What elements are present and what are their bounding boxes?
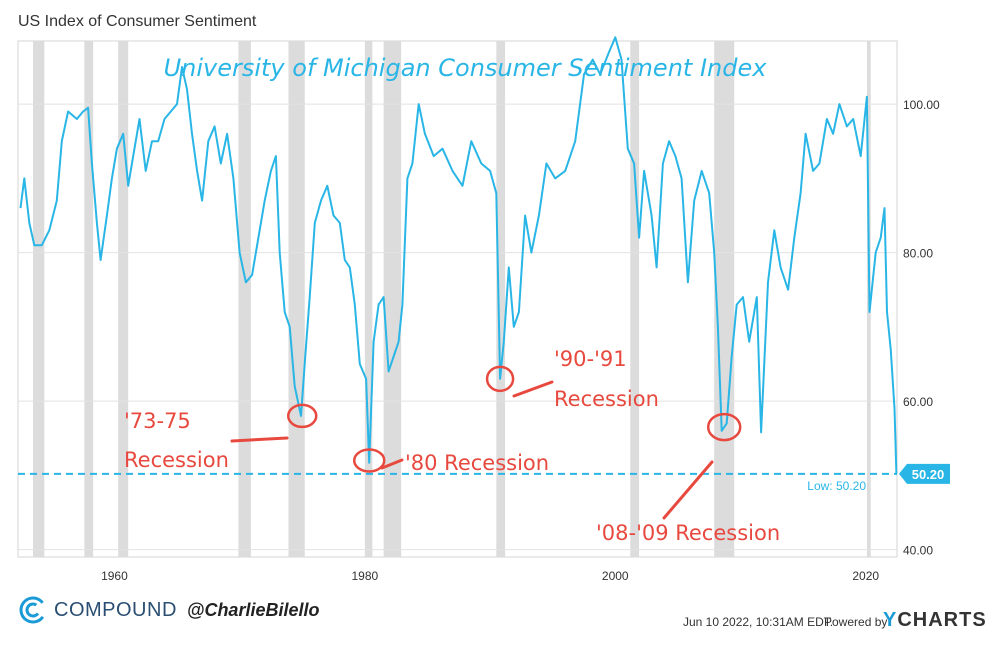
- plot-area: [17, 40, 898, 558]
- brand-handle: @CharlieBilello: [186, 599, 320, 620]
- low-line-label: Low: 50.20: [807, 479, 866, 493]
- annotation-connector: [380, 458, 404, 470]
- annotation-label: '73-75: [124, 409, 191, 433]
- recession-band: [630, 41, 640, 557]
- recession-band: [84, 41, 94, 557]
- recession-band: [238, 41, 251, 557]
- annotation-label: '08-'09 Recession: [596, 521, 780, 545]
- annotation-label-2: Recession: [124, 448, 229, 472]
- ycharts-logo: YCHARTS: [883, 609, 987, 632]
- compound-logo-icon: [19, 596, 47, 624]
- low-value-badge: [899, 463, 950, 484]
- brand-name: COMPOUND: [54, 598, 177, 621]
- annotation-label: '90-'91: [554, 347, 627, 371]
- annotation-label-2: Recession: [554, 387, 659, 411]
- annotation-connector: [230, 436, 289, 443]
- x-tick-label: 1960: [101, 569, 128, 583]
- y-tick-label: 60.00: [903, 395, 933, 409]
- chart-header-title: US Index of Consumer Sentiment: [18, 13, 257, 30]
- annotation-connector: [662, 460, 714, 520]
- y-tick-label: 40.00: [903, 544, 933, 558]
- recession-band: [714, 41, 735, 557]
- annotation-connector: [512, 380, 554, 398]
- recession-band: [364, 41, 373, 557]
- x-tick-label: 1980: [351, 569, 378, 583]
- series-line: [19, 36, 898, 474]
- y-tick-label: 100.00: [903, 98, 940, 112]
- annotation-circle: [352, 448, 386, 473]
- x-tick-label: 2000: [602, 569, 629, 583]
- recession-band: [288, 41, 305, 557]
- annotation-circle: [286, 403, 318, 429]
- ycharts-logo-text: CHARTS: [897, 609, 987, 631]
- chart-title: University of Michigan Consumer Sentimen…: [164, 54, 768, 82]
- brand-block: COMPOUND @CharlieBilello: [18, 593, 319, 627]
- recession-band: [33, 41, 45, 557]
- recession-band: [496, 41, 506, 557]
- annotation-label: '80 Recession: [405, 451, 549, 475]
- annotation-circle: [485, 365, 515, 393]
- y-tick-label: 80.00: [903, 247, 933, 261]
- x-tick-label: 2020: [852, 569, 879, 583]
- footer-powered-label: Powered by: [824, 615, 888, 629]
- recession-band: [383, 41, 402, 557]
- recession-band: [118, 41, 129, 557]
- annotation-circle: [706, 412, 742, 442]
- footer-date: Jun 10 2022, 10:31AM EDT.: [683, 615, 834, 629]
- low-value-badge-label: 50.20: [912, 467, 945, 482]
- ycharts-logo-y: Y: [883, 609, 898, 631]
